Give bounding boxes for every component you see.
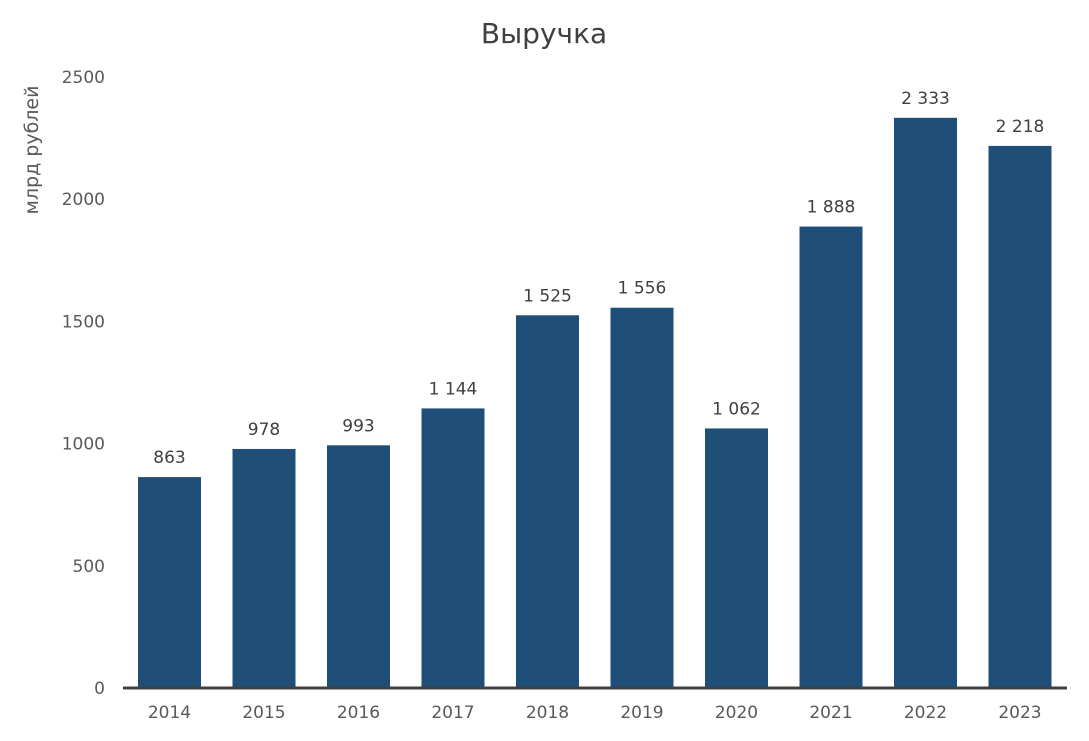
bar <box>894 117 957 688</box>
y-axis-ticks: 0 500 1000 1500 2000 2500 <box>62 68 105 699</box>
bars <box>138 117 1052 689</box>
bar-value-label: 1 062 <box>712 399 761 419</box>
x-tick-label: 2022 <box>904 703 947 723</box>
x-axis-ticks: 2014 2015 2016 2017 2018 2019 2020 2021 2022 2023 <box>148 703 1042 723</box>
bar-value-label: 1 144 <box>429 379 478 399</box>
bar <box>232 448 296 688</box>
x-tick-label: 2019 <box>620 703 663 723</box>
bar-value-label: 2 333 <box>901 89 950 109</box>
y-tick-label: 1500 <box>62 312 105 332</box>
bar-value-label: 1 556 <box>618 279 667 299</box>
y-axis-label: млрд рублей <box>21 86 43 215</box>
x-tick-label: 2014 <box>148 703 191 723</box>
bar-value-label: 978 <box>248 420 280 440</box>
x-tick-label: 2016 <box>337 703 380 723</box>
chart-title: Выручка <box>481 17 607 50</box>
x-tick-label: 2015 <box>242 703 285 723</box>
y-tick-label: 500 <box>73 557 105 577</box>
bar-value-label: 993 <box>342 416 374 436</box>
bar <box>799 226 863 688</box>
y-tick-label: 0 <box>94 679 105 699</box>
bar-value-label: 2 218 <box>996 117 1045 137</box>
x-tick-label: 2020 <box>715 703 758 723</box>
bar <box>610 307 674 688</box>
bar-value-label: 863 <box>153 448 185 468</box>
y-tick-label: 2000 <box>62 190 105 210</box>
bar <box>516 315 579 688</box>
x-tick-label: 2023 <box>998 703 1041 723</box>
bar <box>988 145 1052 689</box>
bar <box>327 445 390 688</box>
x-tick-label: 2021 <box>809 703 852 723</box>
x-tick-label: 2017 <box>431 703 474 723</box>
bar-value-label: 1 525 <box>523 286 572 306</box>
y-tick-label: 2500 <box>62 68 105 88</box>
x-tick-label: 2018 <box>526 703 569 723</box>
value-labels: 863 978 993 1 144 1 525 1 556 1 062 1 888 2 333 2… <box>153 89 1044 468</box>
bar <box>138 477 201 688</box>
bar-value-label: 1 888 <box>807 198 856 218</box>
bar <box>421 408 485 688</box>
bar <box>705 428 768 688</box>
y-tick-label: 1000 <box>62 435 105 455</box>
